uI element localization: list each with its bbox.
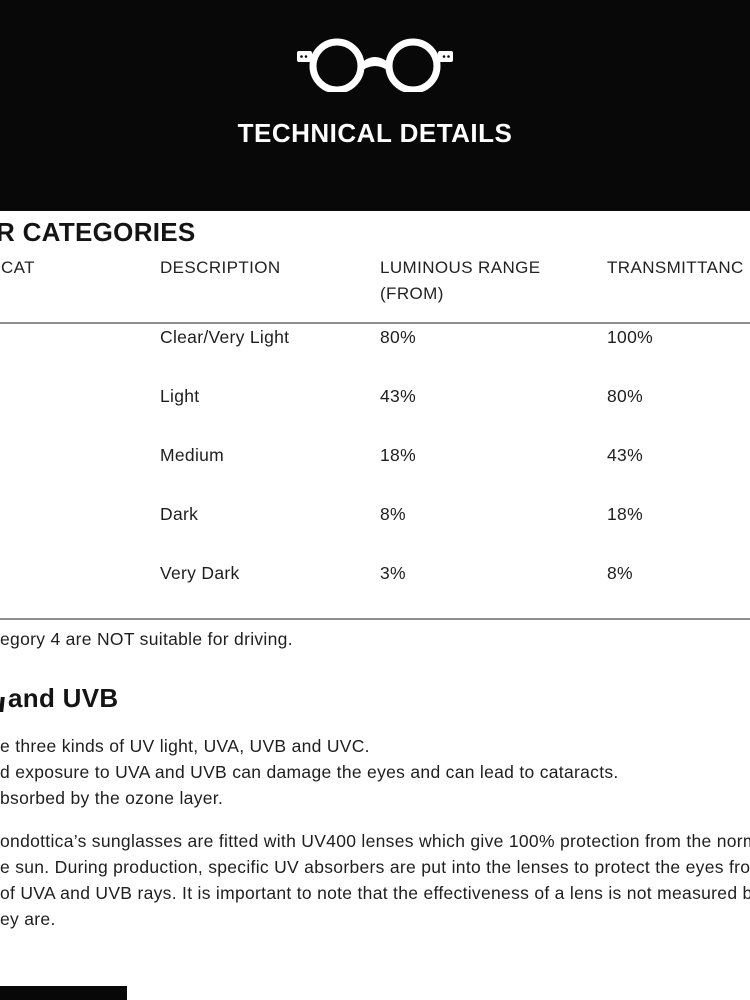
table-cell-transmittance: 8%	[607, 563, 633, 583]
table-top-rule	[0, 322, 750, 324]
cut-letter-fragment	[0, 697, 5, 712]
column-header-luminous: LUMINOUS RANGE	[380, 258, 541, 277]
header-band: TECHNICAL DETAILS	[0, 0, 750, 211]
uv-heading: and UVB	[8, 683, 119, 713]
table-cell-transmittance: 18%	[607, 504, 643, 524]
table-cell-description: Light	[160, 386, 200, 406]
table-cell-luminous: 18%	[380, 445, 416, 465]
table-cell-luminous: 80%	[380, 327, 416, 347]
table-cell-transmittance: 80%	[607, 386, 643, 406]
table-cell-description: Medium	[160, 445, 225, 465]
paragraph-line: of UVA and UVB rays. It is important to …	[0, 883, 750, 903]
column-header-description: DESCRIPTION	[160, 258, 281, 277]
glasses-icon	[297, 38, 453, 92]
table-bottom-rule	[0, 618, 750, 620]
page-title: TECHNICAL DETAILS	[237, 118, 513, 148]
paragraph-line: d exposure to UVA and UVB can damage the…	[0, 762, 619, 782]
category4-note: egory 4 are NOT suitable for driving.	[0, 629, 293, 649]
table-cell-luminous: 8%	[380, 504, 406, 524]
paragraph-line: bsorbed by the ozone layer.	[0, 788, 224, 808]
table-cell-description: Very Dark	[160, 563, 240, 583]
filter-categories-heading: R CATEGORIES	[0, 217, 196, 247]
column-header-luminous-from: (FROM)	[380, 284, 444, 303]
table-cell-transmittance: 43%	[607, 445, 643, 465]
table-cell-description: Dark	[160, 504, 199, 524]
paragraph-line: ondottica’s sunglasses are fitted with U…	[0, 831, 750, 851]
table-cell-description: Clear/Very Light	[160, 327, 290, 347]
column-header-cat: CAT	[1, 258, 35, 277]
paragraph-line: ey are.	[0, 909, 56, 929]
paragraph-line: e three kinds of UV light, UVA, UVB and …	[0, 736, 370, 756]
paragraph-line: e sun. During production, specific UV ab…	[0, 857, 750, 877]
column-header-transmittance: TRANSMITTANC	[607, 258, 744, 277]
table-cell-transmittance: 100%	[607, 327, 653, 347]
table-cell-luminous: 43%	[380, 386, 416, 406]
table-cell-luminous: 3%	[380, 563, 406, 583]
bottom-section-edge	[0, 986, 127, 1000]
